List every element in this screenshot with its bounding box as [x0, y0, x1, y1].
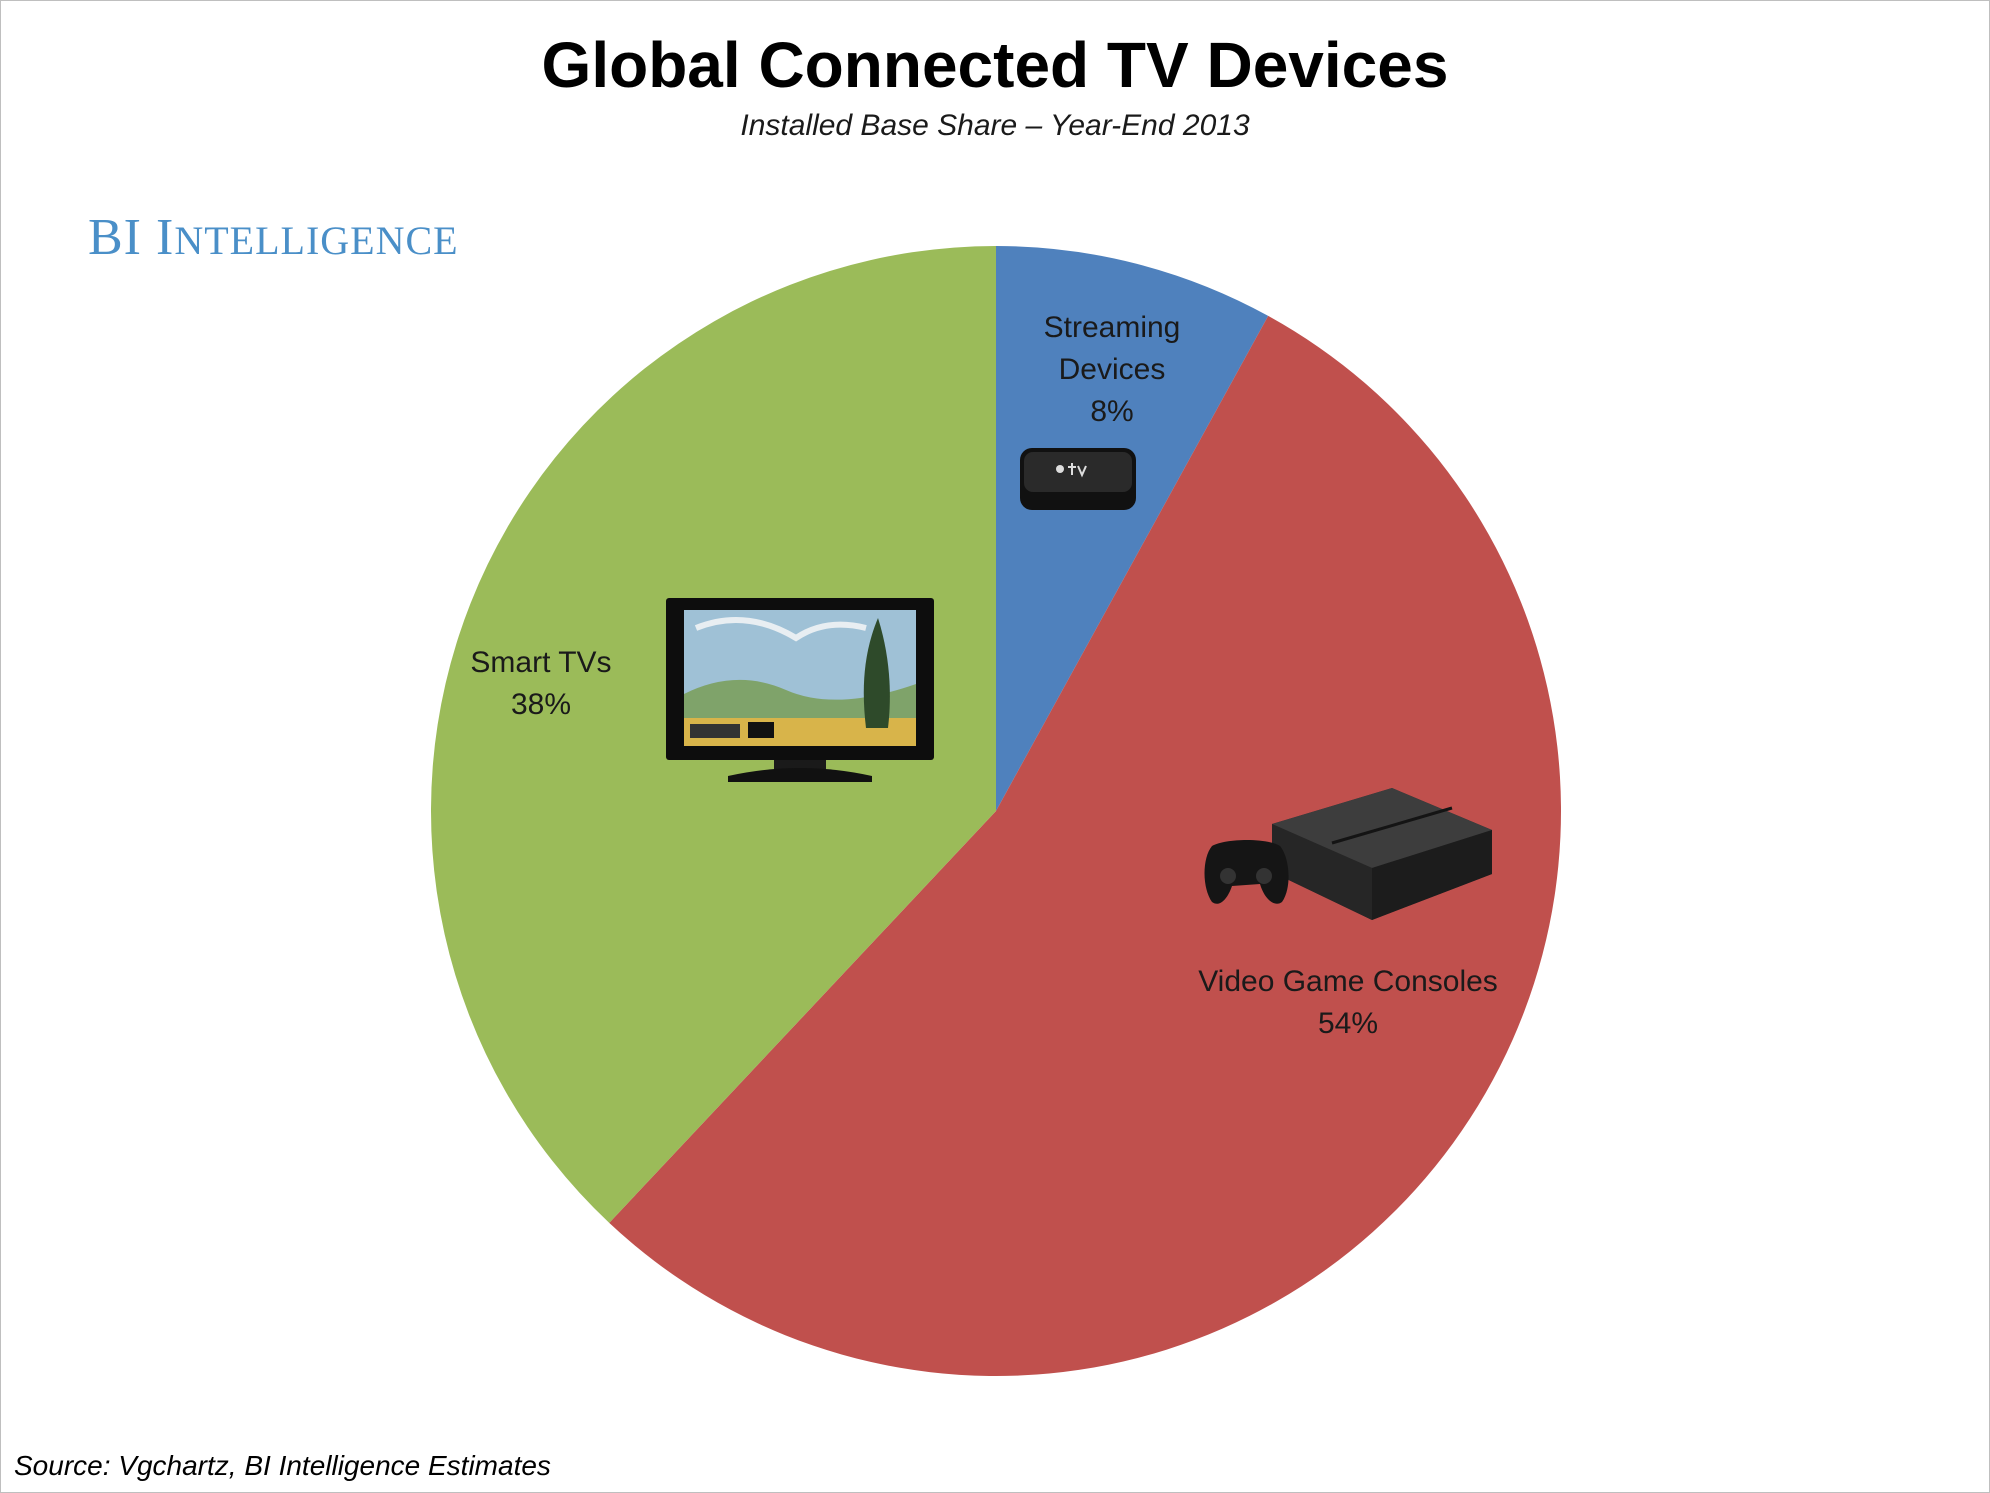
slice-labels: Streaming Devices 8% Video Game Consoles 54%…: [470, 311, 1497, 1040]
smart-tv-icon: [666, 598, 934, 782]
slice-label-streaming-devices: Streaming Devices 8%: [1044, 311, 1181, 428]
source-note: Source: Vgchartz, BI Intelligence Estima…: [14, 1450, 551, 1481]
slice-name-label: Smart TVs: [470, 646, 611, 679]
chart-title: Global Connected TV Devices: [541, 29, 1449, 101]
slice-name-label: Video Game Consoles: [1198, 965, 1498, 998]
slice-name-label: Devices: [1059, 353, 1166, 386]
pie-slice-video-game-consoles: [609, 315, 1561, 1376]
brand-logo: BI INTELLIGENCE: [88, 208, 459, 267]
brand-logo-text: BI INTELLIGENCE: [88, 209, 459, 266]
pie-slices: [430, 246, 1561, 1376]
slice-value-label: 8%: [1090, 395, 1133, 428]
apple-tv-icon: [1020, 448, 1136, 510]
game-console-icon: [1204, 788, 1492, 920]
slice-label-video-game-consoles: Video Game Consoles 54%: [1198, 965, 1498, 1040]
slice-value-label: 54%: [1318, 1007, 1378, 1040]
slice-label-smart-tvs: Smart TVs 38%: [470, 646, 611, 721]
slice-value-label: 38%: [511, 688, 571, 721]
slice-name-label: Streaming: [1044, 311, 1181, 344]
chart-subtitle: Installed Base Share – Year-End 2013: [740, 109, 1250, 142]
pie-slice-streaming-devices: [996, 246, 1269, 811]
